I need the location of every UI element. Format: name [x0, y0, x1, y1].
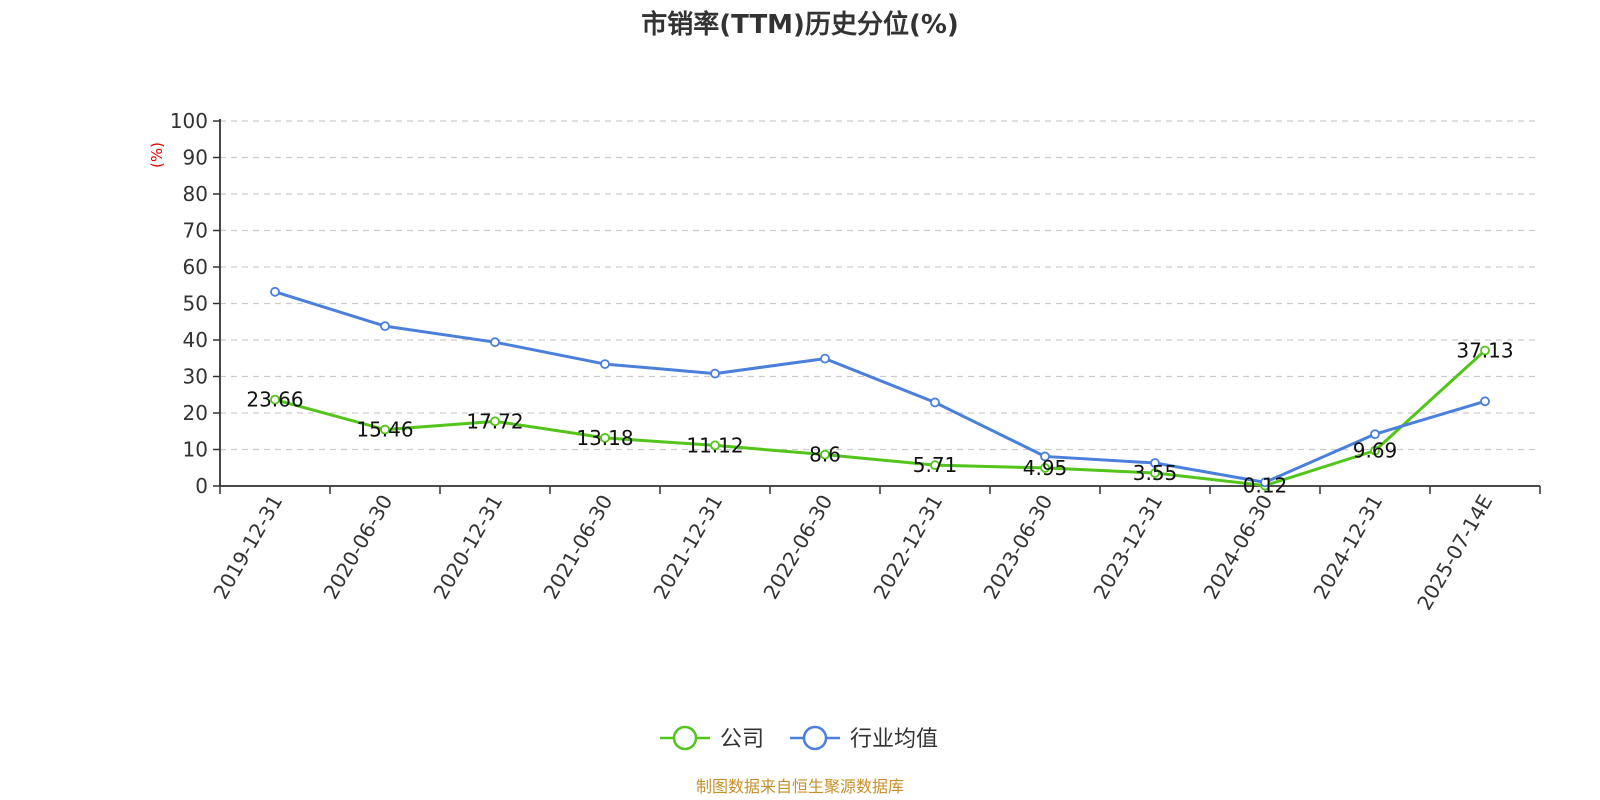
data-point[interactable]	[600, 359, 610, 369]
source-note: 制图数据来自恒生聚源数据库	[696, 777, 904, 796]
data-label: 37.13	[1456, 338, 1513, 362]
legend-item-company[interactable]: 公司	[660, 725, 764, 752]
x-tick-label: 2024-06-30	[1198, 491, 1277, 604]
data-point[interactable]	[1260, 477, 1270, 488]
y-tick-label: 30	[183, 365, 208, 389]
series-company	[270, 345, 1490, 491]
data-point[interactable]	[1150, 458, 1160, 468]
y-tick-label: 40	[183, 328, 208, 352]
data-label: 3.55	[1133, 461, 1178, 485]
y-axis-label: (%)	[148, 142, 166, 168]
data-point[interactable]	[710, 440, 720, 451]
y-tick-label: 60	[183, 255, 208, 279]
data-point[interactable]	[930, 397, 940, 408]
data-point[interactable]	[380, 424, 390, 435]
data-point[interactable]	[1040, 463, 1050, 473]
data-point[interactable]	[490, 337, 500, 348]
data-point[interactable]	[380, 321, 390, 332]
data-point[interactable]	[600, 432, 610, 443]
x-tick-label: 2023-06-30	[978, 491, 1057, 604]
series-layer	[270, 286, 1490, 491]
data-point[interactable]	[1480, 345, 1490, 356]
data-point[interactable]	[270, 286, 280, 297]
data-labels: 23.66 15.46 17.72 13.18 11.12 8.6 5.71 4.95 3.55…	[246, 338, 1513, 497]
data-point[interactable]	[270, 394, 280, 405]
data-label: 0.12	[1243, 474, 1288, 498]
data-point[interactable]	[1040, 451, 1050, 462]
data-label: 23.66	[246, 388, 303, 412]
data-label: 13.18	[576, 426, 633, 450]
y-tick-label: 50	[183, 292, 208, 316]
data-point[interactable]	[930, 460, 940, 471]
y-tick-label: 0	[195, 474, 208, 498]
y-tick-label: 10	[183, 438, 208, 462]
series-industry-line	[274, 290, 1486, 484]
data-point[interactable]	[1370, 429, 1380, 440]
x-tick-label: 2022-12-31	[868, 491, 947, 604]
x-tick-label: 2022-06-30	[758, 491, 837, 604]
legend-company-label: 公司	[720, 727, 764, 752]
series-company-line	[274, 349, 1487, 488]
y-tick-label: 90	[183, 146, 208, 170]
data-label: 15.46	[356, 418, 413, 442]
data-point[interactable]	[820, 449, 830, 460]
chart-title: 市销率(TTM)历史分位(%)	[641, 9, 959, 40]
data-label: 11.12	[686, 433, 743, 457]
data-label: 5.71	[913, 453, 958, 477]
data-point[interactable]	[1480, 396, 1490, 407]
data-label: 17.72	[466, 409, 523, 433]
series-industry	[270, 286, 1490, 488]
data-point[interactable]	[1370, 445, 1380, 456]
axes: 0 10 20 30 40 50 60 70 80 90 100 2019-12-31 2020-06-…	[170, 109, 1541, 615]
data-point[interactable]	[1150, 468, 1160, 478]
x-tick-label: 2020-06-30	[318, 491, 397, 604]
y-tick-label: 20	[183, 401, 208, 425]
legend-industry-label: 行业均值	[850, 727, 938, 752]
legend-item-industry[interactable]: 行业均值	[790, 725, 938, 752]
y-tick-label: 80	[183, 182, 208, 206]
x-tick-label: 2025-07-14E	[1412, 491, 1497, 615]
grid	[220, 120, 1540, 451]
data-label: 8.6	[809, 443, 841, 467]
legend: 公司 行业均值	[660, 725, 938, 752]
x-tick-label: 2023-12-31	[1088, 491, 1167, 604]
x-tick-label: 2020-12-31	[428, 491, 507, 604]
data-label: 4.95	[1023, 456, 1068, 480]
x-tick-label: 2021-12-31	[648, 491, 727, 604]
data-label: 9.69	[1353, 439, 1398, 463]
legend-industry-marker	[802, 725, 828, 751]
y-tick-label: 70	[183, 219, 208, 243]
data-point[interactable]	[710, 368, 720, 379]
legend-company-marker	[672, 725, 698, 751]
data-point[interactable]	[490, 416, 500, 427]
x-tick-label: 2024-12-31	[1308, 491, 1387, 604]
x-tick-label: 2021-06-30	[538, 491, 617, 604]
data-point[interactable]	[820, 353, 830, 364]
x-tick-label: 2019-12-31	[208, 491, 287, 604]
y-tick-label: 100	[170, 109, 208, 133]
